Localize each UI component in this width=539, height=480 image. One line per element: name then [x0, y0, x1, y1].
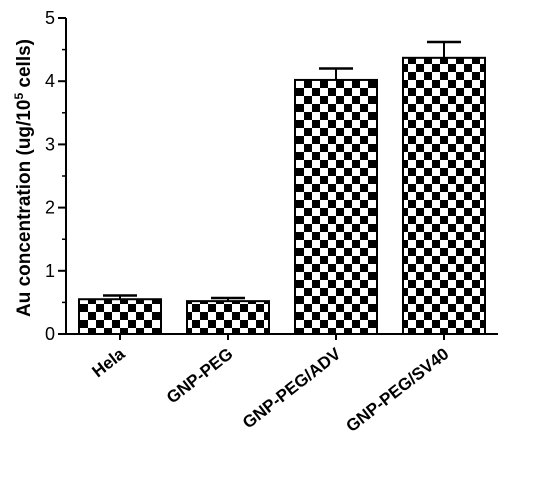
x-tick-label: GNP-PEG/ADV [239, 344, 345, 433]
y-axis-title: Au concentration (ug/105 cells) [12, 39, 35, 317]
bar [294, 78, 378, 335]
bar [402, 56, 486, 335]
error-bars [103, 40, 461, 302]
y-tick-label: 2 [45, 198, 55, 218]
error-bar [103, 294, 137, 300]
x-tick-label: GNP-PEG/SV40 [342, 344, 452, 436]
bars [78, 56, 486, 335]
y-axis: 0 1 2 3 4 5 [45, 8, 67, 344]
x-tick-label: GNP-PEG [163, 344, 236, 407]
error-bar [319, 67, 353, 80]
bar [186, 300, 270, 335]
y-tick-label: 0 [45, 324, 55, 344]
y-tick-label: 1 [45, 261, 55, 281]
y-tick-label: 3 [45, 134, 55, 154]
x-tick-label: Hela [88, 344, 128, 381]
y-tick-label: 4 [45, 71, 55, 91]
error-bar [211, 296, 245, 302]
bar [78, 298, 162, 335]
y-tick-label: 5 [45, 8, 55, 28]
error-bar [427, 40, 461, 58]
